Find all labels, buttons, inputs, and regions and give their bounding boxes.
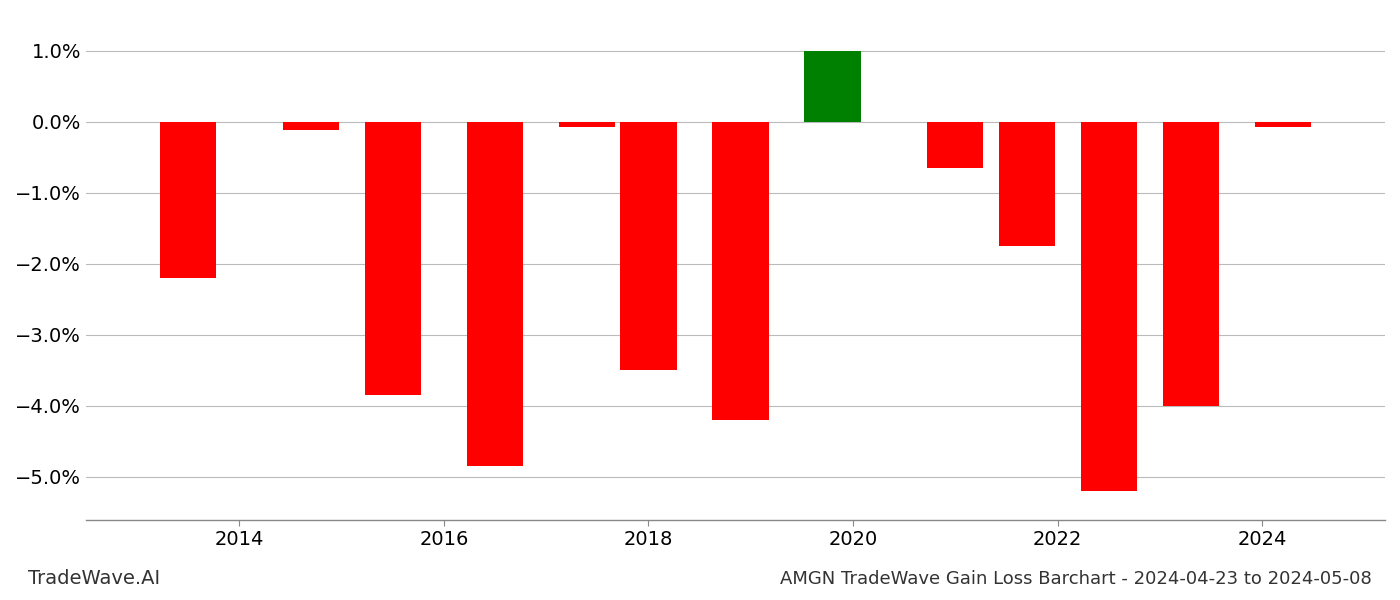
Bar xyxy=(713,122,769,420)
Bar xyxy=(1254,122,1310,127)
Bar xyxy=(160,122,216,278)
Bar xyxy=(927,122,983,168)
Bar xyxy=(283,122,339,130)
Bar xyxy=(468,122,524,466)
Bar xyxy=(559,122,615,127)
Text: AMGN TradeWave Gain Loss Barchart - 2024-04-23 to 2024-05-08: AMGN TradeWave Gain Loss Barchart - 2024… xyxy=(780,570,1372,588)
Bar xyxy=(805,50,861,122)
Text: TradeWave.AI: TradeWave.AI xyxy=(28,569,160,588)
Bar xyxy=(620,122,676,370)
Bar xyxy=(1162,122,1219,406)
Bar xyxy=(1081,122,1137,491)
Bar xyxy=(364,122,421,395)
Bar xyxy=(998,122,1056,246)
